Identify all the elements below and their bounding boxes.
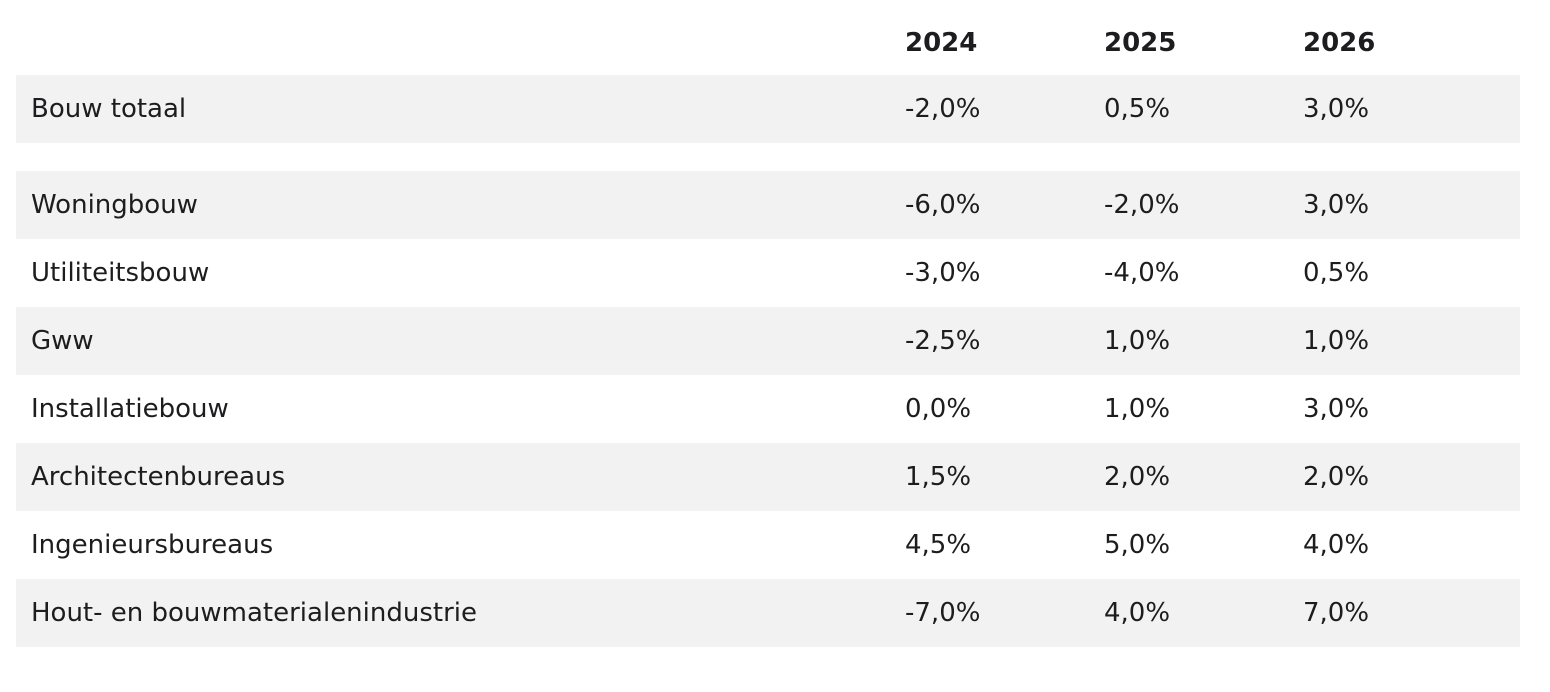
cell-2025: 0,5% [1104, 94, 1171, 124]
table-row-woningbouw: Woningbouw -6,0% -2,0% 3,0% [16, 171, 1520, 239]
cell-2026: 7,0% [1303, 598, 1370, 628]
row-label: Architectenbureaus [31, 462, 286, 492]
table-row-gww: Gww -2,5% 1,0% 1,0% [16, 307, 1520, 375]
column-header-2026: 2026 [1303, 28, 1376, 58]
row-label: Bouw totaal [31, 94, 187, 124]
cell-2025: 4,0% [1104, 598, 1171, 628]
cell-2024: -2,0% [905, 94, 981, 124]
table-row-installatiebouw: Installatiebouw 0,0% 1,0% 3,0% [16, 375, 1520, 443]
cell-2025: 2,0% [1104, 462, 1171, 492]
cell-2025: 1,0% [1104, 326, 1171, 356]
table-row-bouw-totaal: Bouw totaal -2,0% 0,5% 3,0% [16, 75, 1520, 143]
column-header-2024: 2024 [905, 28, 978, 58]
cell-2026: 1,0% [1303, 326, 1370, 356]
cell-2024: -2,5% [905, 326, 981, 356]
row-label: Ingenieursbureaus [31, 530, 274, 560]
cell-2026: 2,0% [1303, 462, 1370, 492]
row-label: Installatiebouw [31, 394, 229, 424]
table-header-row: 2024 2025 2026 [16, 0, 1520, 75]
cell-2024: 4,5% [905, 530, 972, 560]
table-row-architectenbureaus: Architectenbureaus 1,5% 2,0% 2,0% [16, 443, 1520, 511]
cell-2024: 1,5% [905, 462, 972, 492]
cell-2026: 3,0% [1303, 394, 1370, 424]
row-label: Gww [31, 326, 94, 356]
cell-2025: 5,0% [1104, 530, 1171, 560]
row-label: Hout- en bouwmaterialenindustrie [31, 598, 477, 628]
cell-2026: 3,0% [1303, 94, 1370, 124]
cell-2025: -4,0% [1104, 258, 1180, 288]
cell-2026: 0,5% [1303, 258, 1370, 288]
table-row-ingenieursbureaus: Ingenieursbureaus 4,5% 5,0% 4,0% [16, 511, 1520, 579]
cell-2025: -2,0% [1104, 190, 1180, 220]
cell-2024: -7,0% [905, 598, 981, 628]
cell-2024: 0,0% [905, 394, 972, 424]
cell-2025: 1,0% [1104, 394, 1171, 424]
table-row-hout-en-bouwmaterialenindustrie: Hout- en bouwmaterialenindustrie -7,0% 4… [16, 579, 1520, 647]
table-row-utiliteitsbouw: Utiliteitsbouw -3,0% -4,0% 0,5% [16, 239, 1520, 307]
cell-2024: -3,0% [905, 258, 981, 288]
cell-2026: 3,0% [1303, 190, 1370, 220]
row-label: Woningbouw [31, 190, 198, 220]
row-label: Utiliteitsbouw [31, 258, 210, 288]
forecast-table: 2024 2025 2026 Bouw totaal -2,0% 0,5% 3,… [16, 0, 1520, 647]
cell-2024: -6,0% [905, 190, 981, 220]
cell-2026: 4,0% [1303, 530, 1370, 560]
column-header-2025: 2025 [1104, 28, 1177, 58]
